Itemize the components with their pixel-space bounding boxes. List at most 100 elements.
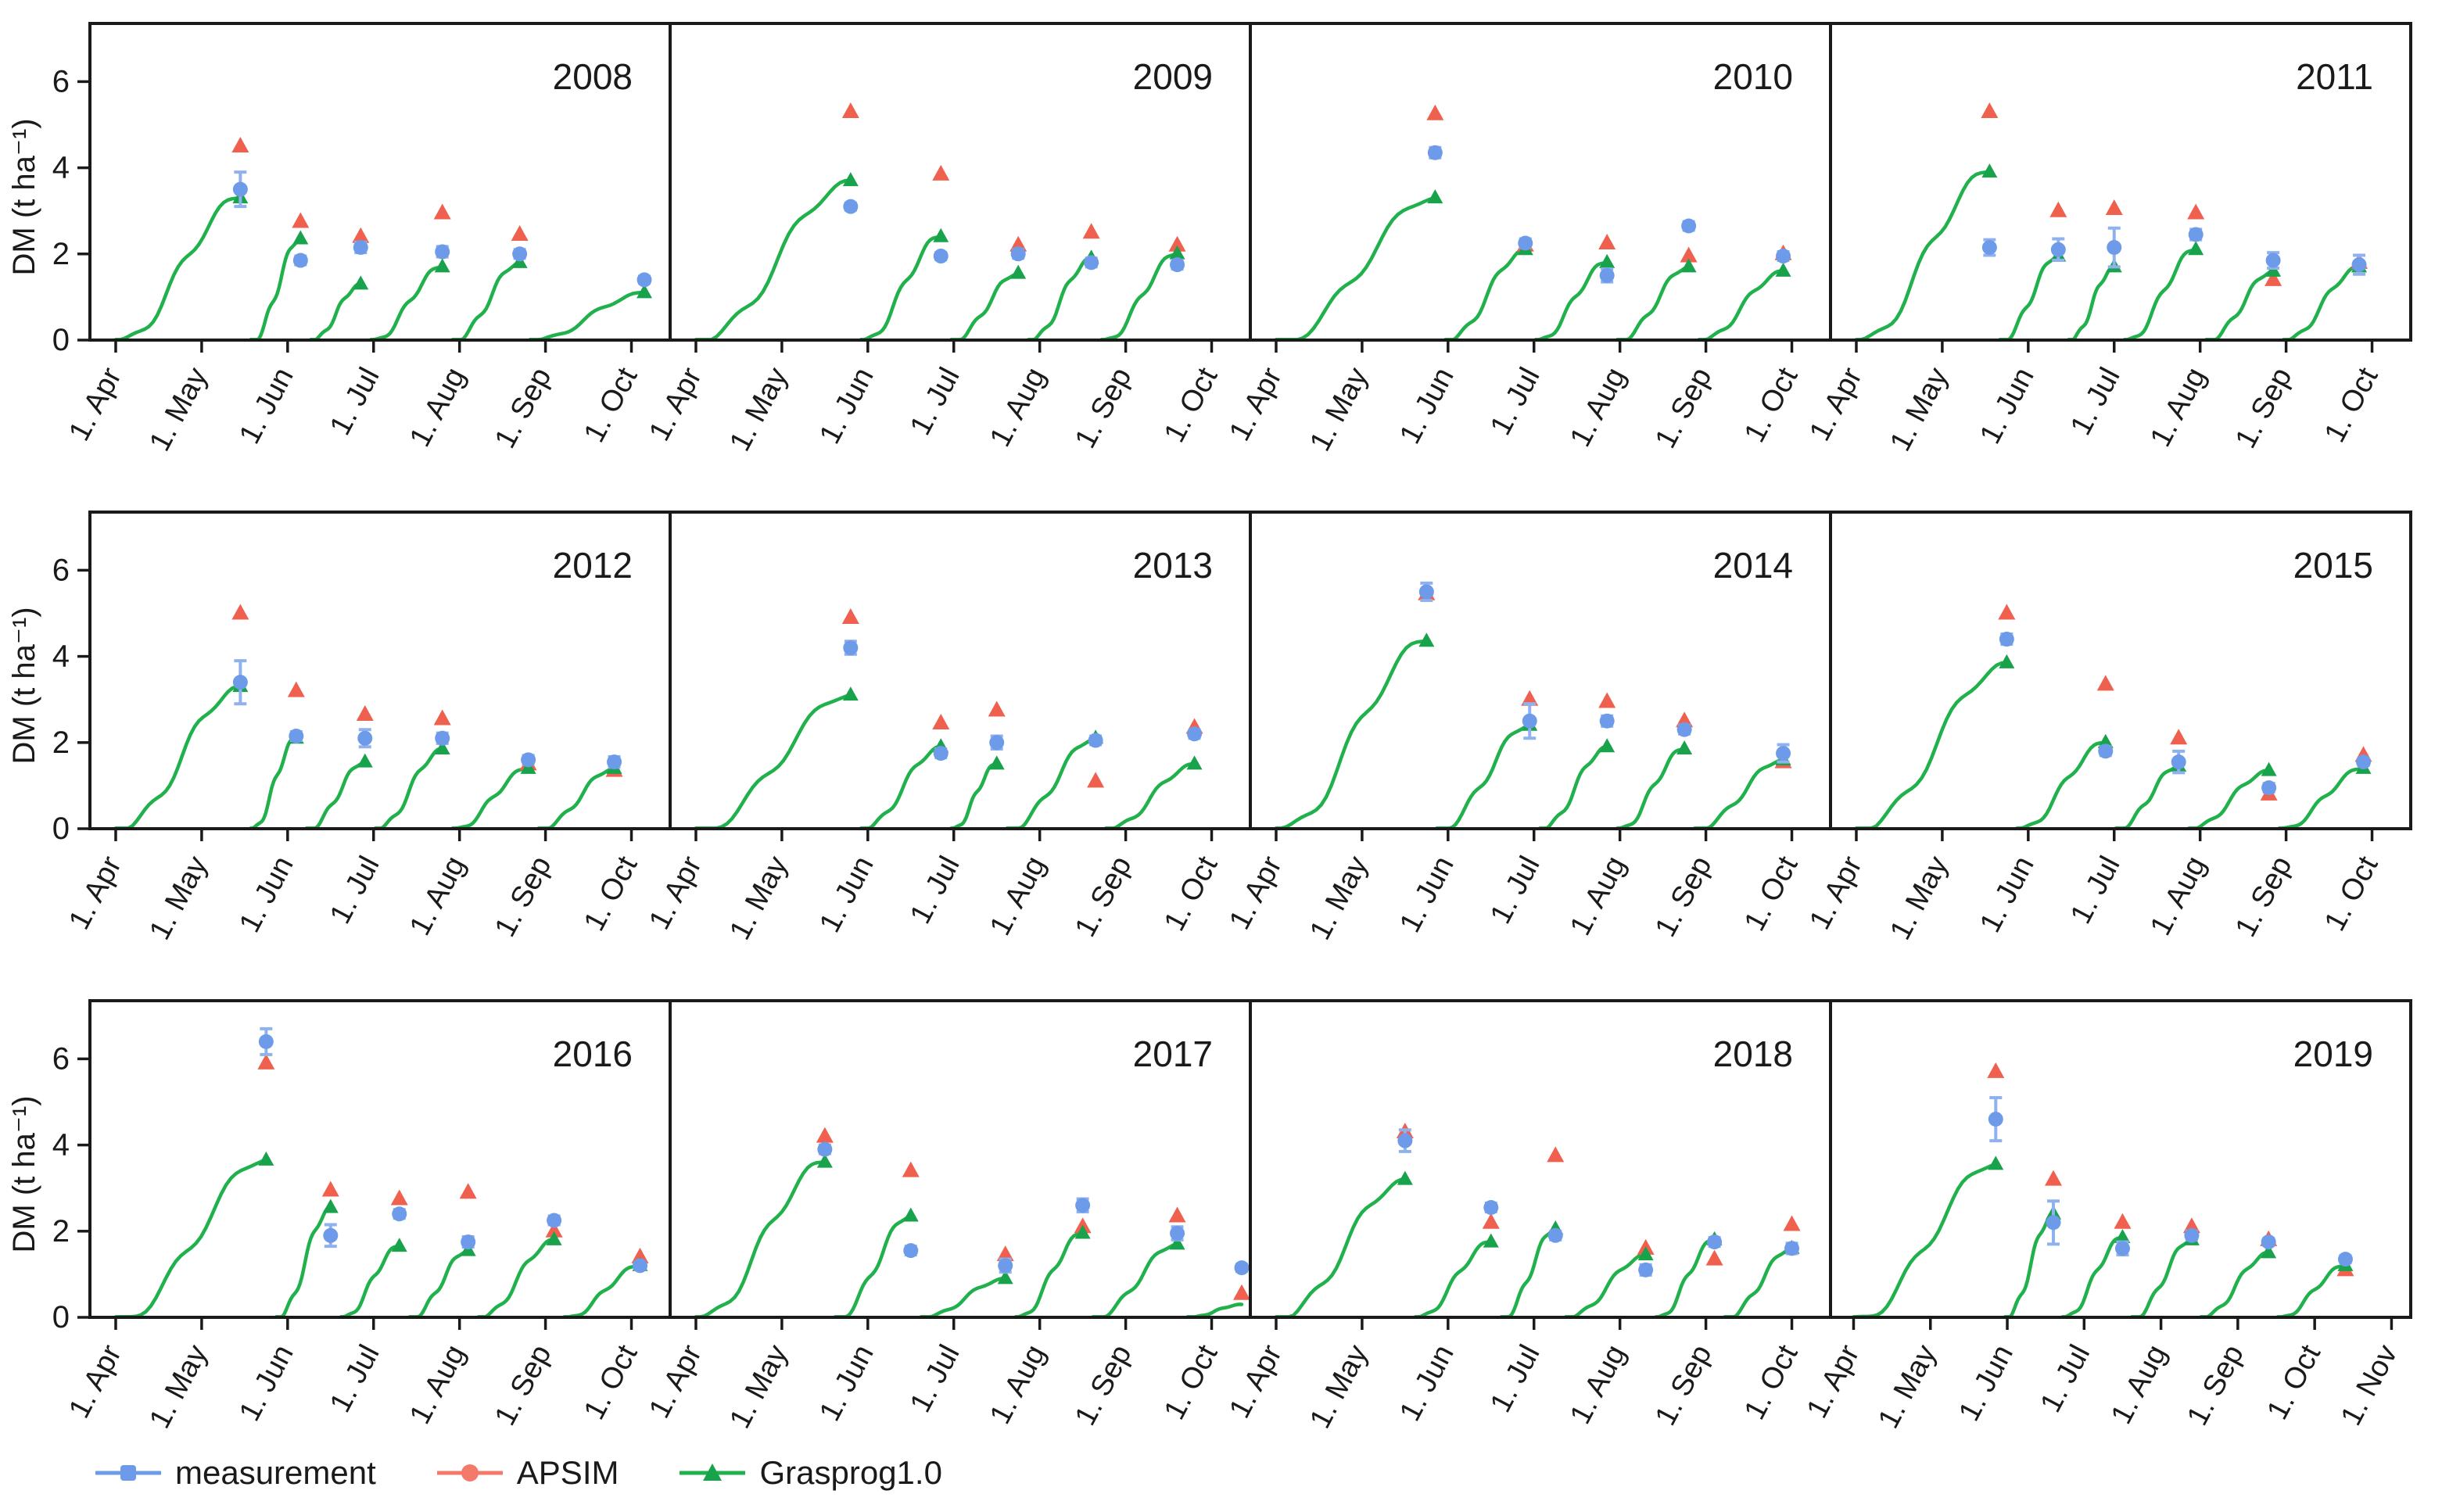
x-axis-2008: 1. Apr 1. May 1. Jun 1. Jul 1. Aug 1. Sep 1. O… bbox=[63, 340, 644, 457]
x-tick-label: 1. Oct bbox=[578, 1339, 644, 1425]
panel-2016: 1. Apr 1. May 1. Jun 1. Jul 1. Aug 1. Sep 1. O… bbox=[7, 999, 672, 1434]
x-tick-label: 1. Apr bbox=[643, 851, 708, 935]
x-tick-label: 1. Oct bbox=[1158, 1339, 1225, 1425]
measurement-series bbox=[1981, 226, 2367, 276]
apsim-series bbox=[816, 1127, 1251, 1300]
year-label-2017: 2017 bbox=[1133, 1034, 1213, 1074]
x-tick-label: 1. Oct bbox=[2261, 1339, 2327, 1425]
measurement-series bbox=[232, 170, 652, 288]
panel-2012: 1. Apr 1. May 1. Jun 1. Jul 1. Aug 1. Sep 1. O… bbox=[7, 511, 672, 945]
x-tick-label: 1. May bbox=[1303, 363, 1375, 457]
x-tick-label: 1. Jul bbox=[2064, 851, 2127, 930]
panel-2010: 1. Apr 1. May 1. Jun 1. Jul 1. Aug 1. Sep 1. O… bbox=[1223, 22, 1832, 457]
measurement-series bbox=[817, 1141, 1250, 1276]
x-tick-label: 1. Sep bbox=[2229, 851, 2299, 943]
x-tick-label: 1. May bbox=[1303, 1340, 1375, 1434]
year-label-2018: 2018 bbox=[1713, 1034, 1793, 1074]
x-axis-2017: 1. Apr 1. May 1. Jun 1. Jul 1. Aug 1. Sep 1. O… bbox=[643, 1317, 1225, 1434]
year-label-2010: 2010 bbox=[1713, 56, 1793, 97]
y-tick-label: 2 bbox=[52, 237, 70, 271]
x-tick-label: 1. Nov bbox=[2335, 1340, 2404, 1431]
x-tick-label: 1. Aug bbox=[403, 363, 472, 453]
year-label-2016: 2016 bbox=[553, 1034, 633, 1074]
x-tick-label: 1. Jul bbox=[1484, 851, 1547, 930]
panel-2008: 1. Apr 1. May 1. Jun 1. Jul 1. Aug 1. Sep 1. O… bbox=[7, 22, 672, 457]
x-tick-label: 1. Jun bbox=[813, 363, 880, 450]
x-tick-label: 1. Oct bbox=[1738, 362, 1805, 448]
x-tick-label: 1. Apr bbox=[643, 362, 708, 446]
x-tick-label: 1. Apr bbox=[1803, 362, 1869, 446]
x-tick-label: 1. Jun bbox=[813, 851, 880, 938]
x-axis-2014: 1. Apr 1. May 1. Jun 1. Jul 1. Aug 1. Sep 1. O… bbox=[1223, 829, 1805, 945]
panel-2018: 1. Apr 1. May 1. Jun 1. Jul 1. Aug 1. Sep 1. O… bbox=[1223, 999, 1832, 1434]
grasprog-curve-series bbox=[1852, 1163, 2347, 1319]
grasprog-curve-series bbox=[1854, 661, 2365, 830]
y-tick-label: 0 bbox=[52, 323, 70, 357]
x-axis-2015: 1. Apr 1. May 1. Jun 1. Jul 1. Aug 1. Sep 1. O… bbox=[1803, 829, 2385, 945]
y-tick-label: 6 bbox=[52, 553, 70, 587]
y-axis-row-1: 0 2 4 6 bbox=[52, 553, 90, 846]
x-tick-label: 1. Aug bbox=[2144, 363, 2213, 453]
legend-label-grasprog: Grasprog1.0 bbox=[759, 1454, 942, 1491]
x-tick-label: 1. Sep bbox=[1069, 851, 1139, 943]
x-tick-label: 1. Jul bbox=[2064, 363, 2127, 441]
x-tick-label: 1. Aug bbox=[984, 851, 1052, 941]
measurement-legend-marker-icon bbox=[95, 1465, 161, 1481]
x-tick-label: 1. Aug bbox=[984, 1340, 1052, 1430]
x-tick-label: 1. Apr bbox=[1223, 1339, 1289, 1424]
y-tick-label: 4 bbox=[52, 640, 70, 674]
x-tick-label: 1. Aug bbox=[1564, 363, 1633, 453]
x-tick-label: 1. May bbox=[1884, 851, 1955, 945]
panel-2013: 1. Apr 1. May 1. Jun 1. Jul 1. Aug 1. Sep 1. O… bbox=[643, 511, 1252, 945]
x-axis-2016: 1. Apr 1. May 1. Jun 1. Jul 1. Aug 1. Sep 1. O… bbox=[63, 1317, 644, 1434]
year-label-2015: 2015 bbox=[2293, 545, 2373, 586]
legend: measurement APSIM Grasprog1.0 bbox=[92, 1456, 942, 1490]
x-tick-label: 1. May bbox=[1303, 851, 1375, 945]
x-tick-label: 1. Oct bbox=[2318, 362, 2385, 448]
measurement-series bbox=[843, 640, 1203, 761]
x-tick-label: 1. Sep bbox=[2181, 1340, 2250, 1431]
x-tick-label: 1. Apr bbox=[1801, 1339, 1866, 1424]
legend-item-apsim: APSIM bbox=[434, 1456, 619, 1490]
year-label-2014: 2014 bbox=[1713, 545, 1793, 586]
x-tick-label: 1. Sep bbox=[2229, 363, 2299, 454]
year-label-2009: 2009 bbox=[1133, 56, 1213, 97]
measurement-series bbox=[1418, 581, 1791, 764]
y-axis-row-0: 0 2 4 6 bbox=[52, 64, 90, 357]
x-tick-label: 1. Sep bbox=[1649, 363, 1719, 454]
x-tick-label: 1. Jun bbox=[1393, 851, 1461, 938]
y-axis-label: DM (t ha⁻¹) bbox=[7, 607, 41, 764]
x-tick-label: 1. Jun bbox=[1974, 363, 2041, 450]
x-tick-label: 1. Jun bbox=[1974, 851, 2041, 938]
x-tick-label: 1. Aug bbox=[1564, 1340, 1633, 1430]
y-tick-label: 0 bbox=[52, 812, 70, 846]
apsim-series bbox=[841, 102, 1186, 252]
x-tick-label: 1. Aug bbox=[984, 363, 1052, 453]
x-axis-2013: 1. Apr 1. May 1. Jun 1. Jul 1. Aug 1. Sep 1. O… bbox=[643, 829, 1225, 945]
legend-label-apsim: APSIM bbox=[516, 1454, 619, 1491]
x-tick-label: 1. Jul bbox=[324, 1340, 386, 1418]
x-tick-label: 1. Apr bbox=[1223, 362, 1289, 446]
x-tick-label: 1. Aug bbox=[403, 1340, 472, 1430]
x-tick-label: 1. Aug bbox=[403, 851, 472, 941]
x-tick-label: 1. May bbox=[143, 1340, 214, 1434]
x-tick-label: 1. Sep bbox=[1069, 1340, 1139, 1431]
panel-2015: 1. Apr 1. May 1. Jun 1. Jul 1. Aug 1. Sep 1. O… bbox=[1803, 511, 2412, 945]
year-label-2019: 2019 bbox=[2293, 1034, 2373, 1074]
x-tick-label: 1. May bbox=[143, 363, 214, 457]
panel-2019: 1. Apr 1. May 1. Jun 1. Jul 1. Aug 1. Sep 1. O… bbox=[1801, 999, 2412, 1434]
measurement-series bbox=[1999, 632, 2372, 796]
x-tick-label: 1. Oct bbox=[578, 851, 644, 937]
measurement-series bbox=[1427, 145, 1791, 284]
x-tick-label: 1. Apr bbox=[63, 1339, 128, 1424]
panel-2011: 1. Apr 1. May 1. Jun 1. Jul 1. Aug 1. Sep 1. O… bbox=[1803, 22, 2412, 457]
x-tick-label: 1. May bbox=[143, 851, 214, 945]
year-label-2011: 2011 bbox=[2296, 56, 2373, 97]
panel-2014: 1. Apr 1. May 1. Jun 1. Jul 1. Aug 1. Sep 1. O… bbox=[1223, 511, 1832, 945]
legend-item-measurement: measurement bbox=[92, 1456, 376, 1490]
x-tick-label: 1. Jun bbox=[1393, 363, 1461, 450]
y-tick-label: 6 bbox=[52, 1041, 70, 1076]
x-tick-label: 1. Aug bbox=[1564, 851, 1633, 941]
panel-2017: 1. Apr 1. May 1. Jun 1. Jul 1. Aug 1. Sep 1. O… bbox=[643, 999, 1252, 1434]
